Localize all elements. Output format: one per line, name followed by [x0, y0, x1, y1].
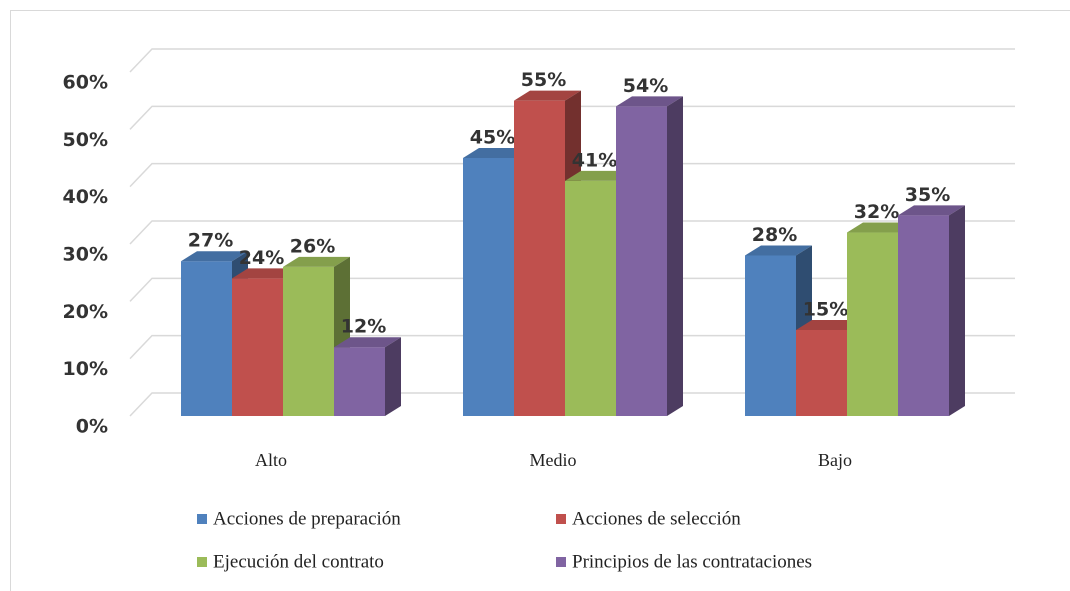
x-tick-label: Bajo — [818, 450, 852, 470]
bar-top — [232, 268, 299, 279]
value-label: 54% — [623, 75, 668, 97]
value-label: 26% — [290, 235, 335, 257]
legend-swatch — [556, 514, 566, 524]
bar-top — [616, 96, 683, 107]
value-label: 24% — [239, 247, 284, 269]
bar-front — [283, 266, 334, 416]
bar-front — [232, 278, 283, 416]
legend-label: Acciones de preparación — [213, 508, 401, 529]
value-label: 28% — [752, 224, 797, 246]
bar-side — [385, 337, 401, 416]
y-tick-label: 10% — [63, 358, 108, 380]
legend-swatch — [197, 514, 207, 524]
legend-swatch — [197, 557, 207, 567]
value-label: 35% — [905, 184, 950, 206]
x-tick-label: Medio — [530, 450, 577, 470]
value-label: 32% — [854, 201, 899, 223]
bar — [334, 337, 401, 416]
bar-top — [745, 245, 812, 256]
grid-line — [129, 334, 1015, 360]
value-label: 12% — [341, 316, 386, 338]
grid-line — [129, 162, 1015, 188]
bar-front — [898, 215, 949, 416]
y-tick-label: 0% — [76, 416, 108, 438]
grid-line — [129, 48, 1015, 73]
bar-side — [667, 96, 683, 417]
bar-top — [565, 170, 632, 181]
bar-front — [463, 158, 514, 416]
bar-top — [463, 148, 530, 158]
y-tick-label: 50% — [63, 129, 108, 151]
bar-front — [514, 100, 565, 417]
x-tick-label: Alto — [255, 450, 287, 470]
y-tick-label: 30% — [63, 244, 108, 266]
bar — [898, 205, 965, 416]
grid-line — [129, 220, 1015, 245]
chart-border — [10, 10, 1070, 591]
bar-top — [283, 256, 350, 267]
bar-top — [847, 222, 914, 233]
bar-front — [616, 106, 667, 417]
bar-top — [514, 90, 581, 101]
grid-line — [129, 392, 1015, 417]
bar-front — [181, 261, 232, 416]
bar-top — [334, 337, 401, 348]
legend-label: Principios de las contrataciones — [572, 551, 812, 572]
bar-side — [949, 205, 965, 416]
value-label: 45% — [470, 127, 515, 149]
bar-front — [745, 255, 796, 416]
bar-top — [181, 251, 248, 262]
legend-label: Ejecución del contrato — [213, 551, 384, 572]
y-tick-label: 60% — [63, 72, 108, 94]
legend-label: Acciones de selección — [572, 508, 741, 529]
value-label: 15% — [803, 299, 848, 321]
y-tick-label: 40% — [63, 186, 108, 208]
y-tick-label: 20% — [63, 301, 108, 323]
bar-top — [796, 320, 863, 330]
grid-line — [129, 105, 1015, 130]
value-label: 55% — [521, 69, 566, 91]
legend-swatch — [556, 557, 566, 567]
bar — [616, 96, 683, 417]
bar-top — [898, 205, 965, 216]
value-label: 41% — [572, 149, 617, 171]
bar-front — [847, 232, 898, 416]
grid-line — [129, 277, 1015, 302]
bar-front — [796, 330, 847, 416]
bar-front — [565, 180, 616, 416]
value-label: 27% — [188, 230, 233, 252]
bar — [283, 256, 350, 416]
bar-front — [334, 347, 385, 416]
